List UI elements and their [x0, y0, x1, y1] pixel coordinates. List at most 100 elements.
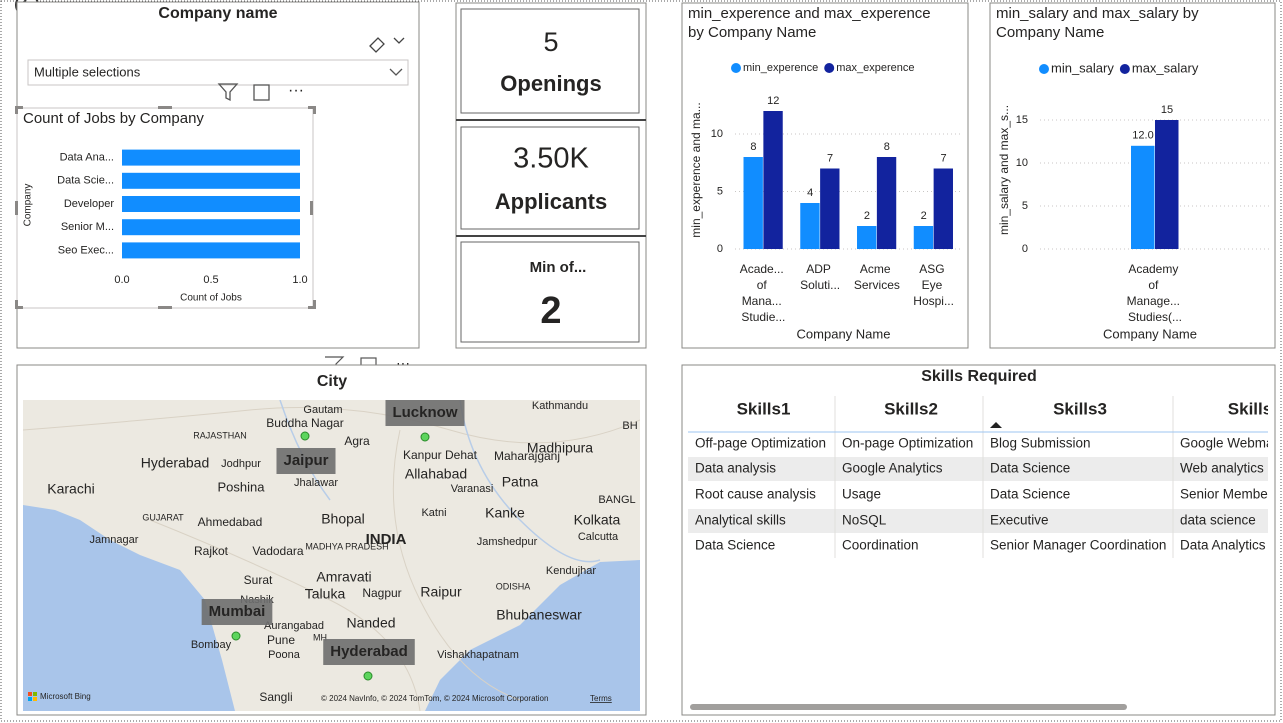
table-cell: Data analysis	[695, 461, 776, 476]
table-cell: Root cause analysis	[695, 487, 816, 502]
more-options[interactable]: ···	[288, 82, 304, 99]
bar	[1155, 120, 1179, 249]
table-cell: Blog Submission	[990, 436, 1091, 451]
table-cell: Senior Manager Coordination	[990, 538, 1166, 553]
city-point	[363, 671, 373, 681]
y-tick-label: 15	[1016, 114, 1028, 126]
land	[23, 400, 640, 711]
map-place: Rajkot	[194, 544, 229, 558]
slicer-dropdown[interactable]	[27, 59, 409, 86]
city-point	[300, 431, 310, 441]
city-label: Lucknow	[392, 404, 457, 421]
map-place: Maharajganj	[494, 449, 560, 463]
column-header: Skills	[1228, 399, 1272, 418]
x-axis-title: Company Name	[1103, 326, 1197, 341]
legend-marker	[1119, 64, 1130, 74]
scrollbar[interactable]	[690, 704, 1127, 710]
bing-logo	[28, 692, 37, 701]
table-cell: Data Science	[990, 461, 1070, 476]
card	[460, 126, 640, 230]
y-axis-title: min_experence and ma...	[689, 102, 703, 237]
map-place: Varanasi	[451, 483, 494, 495]
sort-indicator	[990, 422, 1002, 428]
map-place: Allahabad	[405, 466, 467, 482]
legend-label: min_salary	[1051, 60, 1114, 75]
map-place: Jamnagar	[90, 534, 139, 546]
map-place: Jhalawar	[294, 477, 338, 489]
data-label: 7	[827, 152, 833, 164]
bar	[122, 242, 300, 259]
y-tick-label: Data Ana...	[60, 152, 114, 164]
slicer-title: Company name	[158, 5, 277, 22]
y-axis-title: min_salary and max_s...	[997, 105, 1011, 235]
y-tick-label: 10	[1016, 157, 1028, 169]
borders	[23, 407, 640, 711]
bar	[122, 149, 300, 166]
map-place: Agra	[344, 434, 370, 448]
map-place: Ahmedabad	[198, 515, 263, 529]
map-place: BH	[622, 420, 637, 432]
map-terms[interactable]: Terms	[590, 694, 612, 703]
filter-icon[interactable]	[217, 83, 239, 102]
table-cell: Google Analytics	[842, 461, 943, 476]
table-cell: Usage	[842, 487, 881, 502]
map-place: ODISHA	[496, 581, 531, 591]
map-place: Madhipura	[527, 440, 593, 456]
bar	[933, 168, 953, 249]
city-point	[231, 631, 241, 641]
bar	[122, 196, 300, 212]
map-place: Jodhpur	[221, 458, 261, 470]
table-cell: Senior Membe	[1180, 487, 1268, 502]
y-tick-label: 0	[717, 243, 723, 255]
column-header: Skills3	[1053, 399, 1107, 418]
table-title: Skills Required	[921, 368, 1037, 385]
map-place: Bhopal	[321, 511, 365, 527]
card	[460, 241, 640, 343]
card-label: Min of...	[530, 259, 587, 276]
map-place: Buddha Nagar	[266, 416, 343, 430]
x-axis-title: Count of Jobs	[180, 293, 242, 304]
table-cell: Coordination	[842, 538, 919, 553]
map-title: City	[317, 373, 347, 390]
chart-title: Count of Jobs by Company	[23, 110, 204, 127]
data-label: 2	[864, 210, 870, 222]
map-place: Calcutta	[578, 531, 619, 543]
x-tick-label: Acme Services	[854, 262, 900, 292]
table-cell: Data Science	[990, 487, 1070, 502]
bar	[1131, 145, 1155, 249]
card-label: Applicants	[495, 189, 607, 214]
map-place: Surat	[244, 573, 273, 587]
table: Skills1 Skills2 Skills3 Skills Off-page Opti…	[688, 396, 1274, 558]
city-label-bg	[385, 400, 465, 426]
table-cell: Google Webma	[1180, 436, 1274, 451]
legend-marker	[824, 63, 835, 73]
table-cell: Web analytics	[1180, 461, 1264, 476]
column-header: Skills2	[884, 399, 938, 418]
clear-selection-icon[interactable]	[369, 37, 405, 53]
y-tick-label: 5	[717, 185, 723, 197]
map-place: Kanke	[485, 505, 525, 521]
map-place: Kanpur Dehat	[403, 448, 478, 462]
card-label: Openings	[500, 71, 601, 96]
map-place: Karachi	[47, 481, 94, 497]
card-value: 2	[540, 290, 561, 332]
map-place: INDIA	[366, 531, 407, 548]
map-place: Kathmandu	[532, 400, 588, 412]
bar	[820, 168, 840, 249]
city-point	[420, 432, 430, 442]
table-cell: Data Science	[695, 538, 775, 553]
city-label: Jaipur	[283, 452, 328, 469]
map-place: Patna	[502, 474, 539, 490]
city-label-bg	[201, 599, 273, 625]
focus-icon[interactable]	[253, 84, 270, 101]
x-tick-label: 0.0	[114, 274, 129, 286]
table-cell: Analytical skills	[695, 513, 786, 528]
bar	[122, 219, 300, 236]
row-band	[688, 509, 1268, 533]
table-cell: data science	[1180, 513, 1256, 528]
map-provider: Microsoft Bing	[40, 692, 91, 701]
table-panel	[681, 364, 1276, 716]
map-place: Poshina	[218, 479, 266, 494]
